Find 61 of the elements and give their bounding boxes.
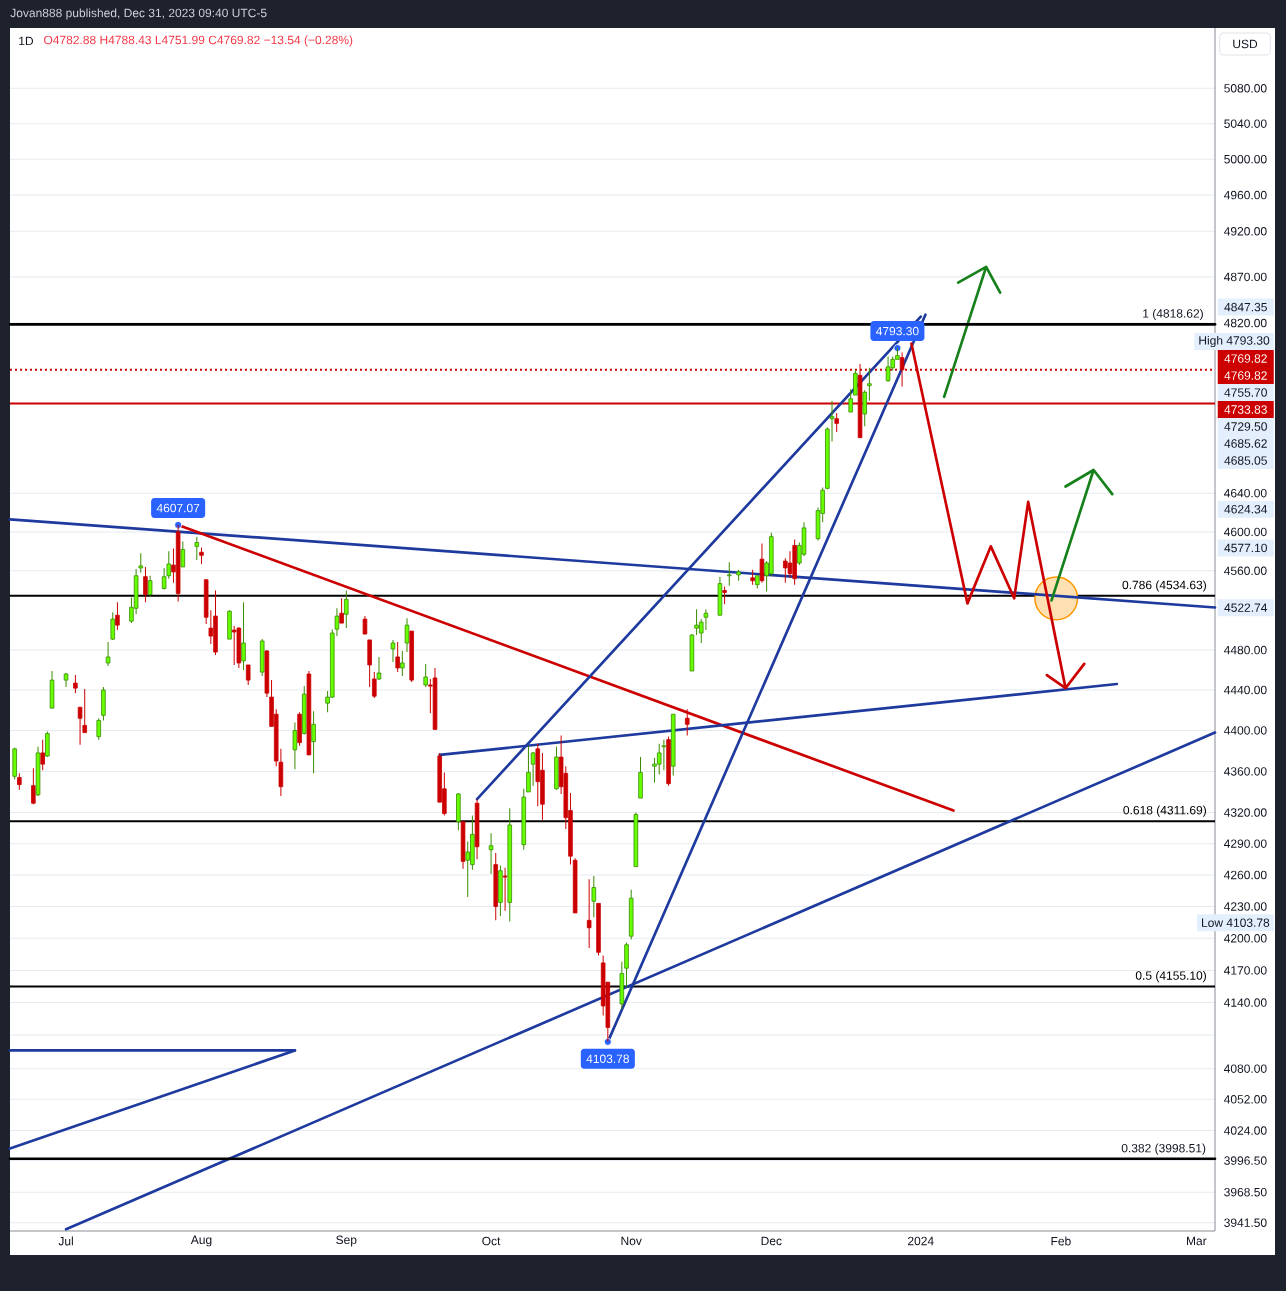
y-tick-label: 5040.00 bbox=[1224, 119, 1267, 128]
y-tick-label: 3996.50 bbox=[1224, 1156, 1267, 1165]
text: Jovan888 published, Dec 31, 2023 09:40 UTC-5 bbox=[10, 8, 267, 20]
annotation: 4769.82 bbox=[1224, 371, 1267, 380]
annotation: 0.382 (3998.51) bbox=[1121, 1143, 1206, 1155]
y-tick-label: 4920.00 bbox=[1223, 227, 1267, 236]
x-tick-label: Jul bbox=[58, 1236, 73, 1246]
y-tick-label: 4400.00 bbox=[1223, 726, 1267, 735]
y-tick-label: 4440.00 bbox=[1223, 685, 1267, 695]
x-tick-label: Sep bbox=[336, 1235, 357, 1247]
x-tick-label: Nov bbox=[621, 1236, 642, 1246]
y-tick-label: 4360.00 bbox=[1223, 767, 1267, 776]
y-tick-label: 4200.00 bbox=[1223, 934, 1267, 943]
y-tick-label: 4560.00 bbox=[1223, 566, 1267, 576]
x-tick-label: Oct bbox=[482, 1236, 501, 1246]
y-tick-label: 4170.00 bbox=[1223, 966, 1267, 975]
x-tick-label: Mar bbox=[1186, 1236, 1207, 1246]
y-tick-label: 3968.50 bbox=[1224, 1187, 1267, 1197]
ref-line-label: 0.786 (4534.63) bbox=[1122, 580, 1206, 592]
text: 4847.35 bbox=[1224, 302, 1267, 312]
y-tick-label: 4080.00 bbox=[1223, 1064, 1267, 1073]
text: 4577.10 bbox=[1224, 543, 1267, 553]
text: 4685.05 bbox=[1224, 456, 1267, 465]
ref-line-label: 0.5 (4155.10) bbox=[1135, 970, 1206, 983]
y-tick-label: 4140.00 bbox=[1223, 998, 1267, 1007]
annotation: 4103.78 bbox=[586, 1054, 629, 1064]
y-tick-label: 3941.50 bbox=[1224, 1218, 1267, 1227]
annotation: 1 (4818.62) bbox=[1143, 308, 1203, 321]
annotation: 4607.07 bbox=[156, 503, 200, 513]
annotation: Low 4103.78 bbox=[1202, 918, 1270, 927]
text: 4624.34 bbox=[1224, 504, 1268, 514]
annotation: 4733.83 bbox=[1224, 405, 1267, 414]
text: 4729.50 bbox=[1224, 422, 1267, 431]
y-tick-label: 4260.00 bbox=[1223, 870, 1267, 880]
annotation: High 4793.30 bbox=[1199, 335, 1270, 348]
annotation: 4793.30 bbox=[875, 326, 919, 336]
y-tick-label: 4820.00 bbox=[1223, 318, 1267, 328]
y-tick-label: 4960.00 bbox=[1223, 190, 1267, 200]
ref-line-label: 0.618 (4311.69) bbox=[1123, 805, 1206, 817]
y-tick-label: 5080.00 bbox=[1224, 84, 1267, 93]
y-tick-label: 4052.00 bbox=[1223, 1095, 1267, 1104]
text: 4755.70 bbox=[1224, 388, 1267, 397]
y-tick-label: 4024.00 bbox=[1223, 1126, 1267, 1135]
y-tick-label: 4320.00 bbox=[1223, 808, 1267, 817]
x-tick-label: Feb bbox=[1051, 1236, 1071, 1246]
y-tick-label: 4870.00 bbox=[1223, 272, 1267, 282]
x-tick-label: Aug bbox=[190, 1235, 212, 1247]
y-tick-label: 4600.00 bbox=[1223, 527, 1267, 537]
y-tick-label: 4290.00 bbox=[1223, 839, 1267, 848]
y-tick-label: 4480.00 bbox=[1223, 645, 1267, 655]
y-tick-label: 4640.00 bbox=[1223, 488, 1267, 498]
x-tick-label: 2024 bbox=[908, 1236, 934, 1246]
annotation: 4522.74 bbox=[1224, 603, 1268, 612]
annotation: 4769.82 bbox=[1224, 354, 1267, 363]
text: 1D bbox=[19, 36, 34, 46]
y-tick-label: 5000.00 bbox=[1224, 154, 1267, 164]
y-tick-label: 4230.00 bbox=[1223, 902, 1267, 911]
text: O4782.88 H4788.43 L4751.99 C4769.82 −13.54 (−0.28%) bbox=[44, 35, 353, 47]
text: 4685.62 bbox=[1224, 439, 1267, 448]
x-tick-label: Dec bbox=[761, 1236, 782, 1246]
y-axis-title: USD bbox=[1233, 39, 1258, 49]
